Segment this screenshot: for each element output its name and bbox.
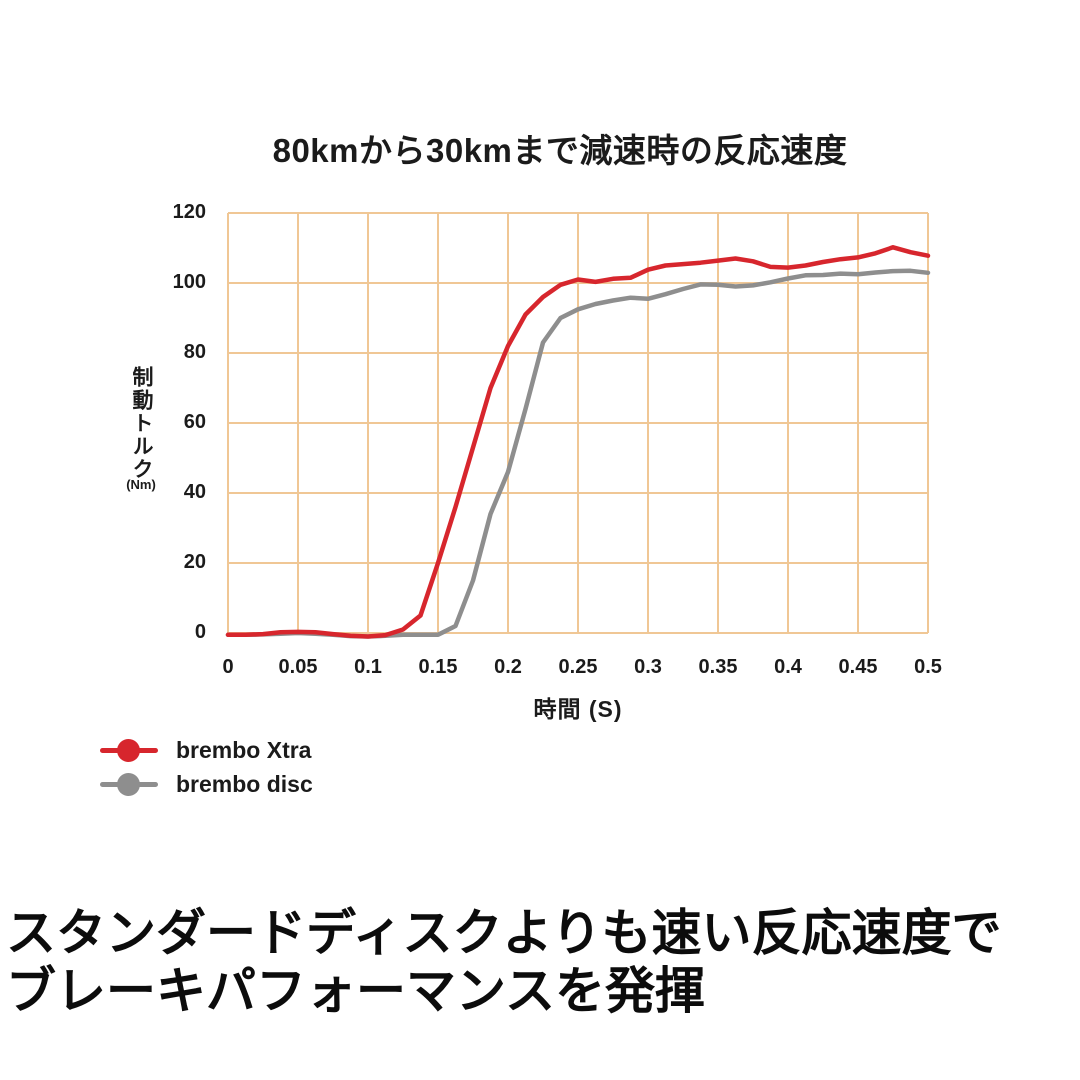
x-tick-label: 0.1 [354, 656, 382, 678]
legend-item-brembo-disc: brembo disc [100, 767, 313, 801]
x-axis-title: 時間 (S) [533, 696, 623, 722]
x-tick-label: 0.3 [634, 656, 662, 678]
y-tick-label: 40 [183, 481, 206, 503]
y-tick-label: 100 [172, 271, 206, 293]
x-tick-label: 0.4 [774, 656, 802, 678]
x-tick-label: 0.2 [494, 656, 522, 678]
chart-legend: brembo Xtra brembo disc [100, 733, 313, 801]
caption-line-2: ブレーキパフォーマンスを発揮 [6, 963, 705, 1019]
y-tick-label: 80 [183, 341, 206, 363]
line-chart [225, 212, 931, 639]
series-brembo-xtra [225, 245, 931, 639]
y-tick-label: 60 [183, 411, 206, 433]
x-tick-label: 0.25 [558, 656, 598, 678]
legend-label: brembo Xtra [176, 736, 312, 763]
x-tick-label: 0.35 [698, 656, 738, 678]
caption-line-1: スタンダードディスクよりも速い反応速度で [6, 905, 1002, 961]
y-tick-label: 0 [194, 621, 206, 643]
legend-label: brembo disc [176, 770, 313, 797]
red-line-marker-icon [100, 738, 158, 762]
chart-title: 80kmから30kmまで減速時の反応速度 [272, 132, 848, 169]
x-tick-label: 0.45 [838, 656, 878, 678]
y-tick-label: 20 [183, 551, 206, 573]
y-tick-label: 120 [172, 201, 206, 223]
legend-item-brembo-xtra: brembo Xtra [100, 733, 313, 767]
x-tick-label: 0.5 [914, 656, 942, 678]
x-tick-label: 0.05 [278, 656, 318, 678]
y-axis-unit: (Nm) [126, 477, 156, 492]
y-axis-title: 制動トルク [130, 366, 153, 481]
x-tick-label: 0.15 [418, 656, 458, 678]
x-tick-label: 0 [222, 656, 234, 678]
gray-line-marker-icon [100, 772, 158, 796]
